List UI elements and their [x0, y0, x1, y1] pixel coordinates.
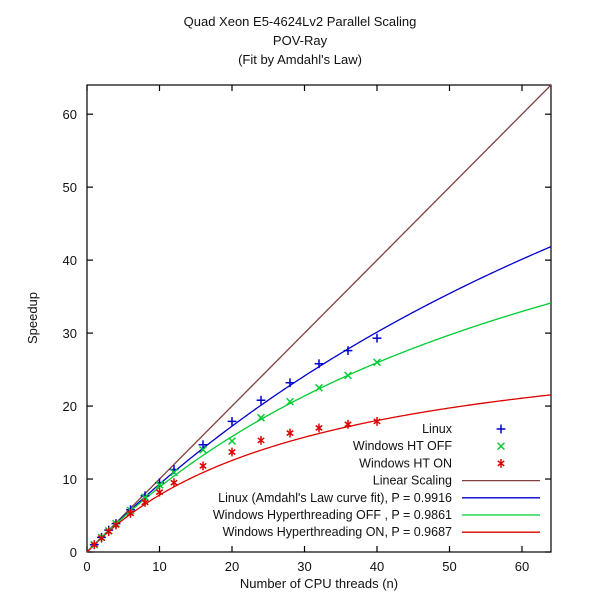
legend: Linux Windows HT OFF Windows HT ON Linear S… — [213, 422, 540, 539]
plus-marker — [198, 440, 208, 450]
asterisk-marker — [141, 497, 149, 507]
cross-marker — [373, 358, 381, 367]
y-tick-label: 20 — [63, 399, 77, 414]
cross-marker — [170, 468, 178, 477]
curve-line — [86, 394, 552, 553]
asterisk-marker — [497, 459, 505, 468]
asterisk-marker — [373, 416, 381, 426]
legend-label: Windows Hyperthreading OFF , P = 0.9861 — [213, 508, 452, 522]
axis-ticks: 0 10 20 30 40 50 60 0 10 20 30 40 50 60 — [63, 85, 551, 574]
y-tick-label: 60 — [63, 107, 77, 122]
asterisk-marker — [257, 435, 265, 445]
curve-line — [86, 84, 552, 553]
data-points — [89, 333, 382, 550]
x-tick-label: 20 — [225, 559, 239, 574]
y-tick-label: 30 — [63, 326, 77, 341]
legend-label: Windows HT ON — [359, 456, 452, 470]
cross-marker — [315, 383, 323, 392]
legend-label: Linear Scaling — [373, 474, 452, 488]
plus-marker — [372, 333, 382, 343]
title-line-2: POV-Ray — [272, 33, 328, 48]
asterisk-marker — [90, 540, 98, 550]
x-tick-label: 40 — [370, 559, 384, 574]
asterisk-marker — [112, 520, 120, 530]
asterisk-marker — [315, 423, 323, 433]
cross-marker — [199, 445, 207, 454]
x-tick-label: 0 — [83, 559, 90, 574]
asterisk-marker — [199, 461, 207, 471]
x-axis-label: Number of CPU threads (n) — [240, 576, 398, 591]
y-tick-label: 10 — [63, 472, 77, 487]
asterisk-marker — [170, 478, 178, 488]
cross-marker — [155, 480, 164, 489]
x-tick-label: 60 — [515, 559, 529, 574]
y-tick-label: 50 — [63, 180, 77, 195]
asterisk-marker — [97, 533, 106, 543]
x-tick-label: 50 — [442, 559, 456, 574]
asterisk-marker — [286, 428, 294, 438]
plus-marker — [496, 424, 506, 434]
cross-marker — [497, 442, 505, 451]
title-line-3: (Fit by Amdahl's Law) — [238, 52, 362, 67]
asterisk-marker — [228, 447, 236, 457]
y-tick-label: 0 — [70, 545, 77, 560]
asterisk-marker — [155, 487, 164, 497]
legend-label: Linux — [422, 422, 453, 436]
plot-frame — [86, 84, 552, 553]
legend-label: Linux (Amdahl's Law curve fit), P = 0.99… — [218, 491, 452, 505]
asterisk-marker — [105, 527, 113, 536]
legend-label: Windows HT OFF — [353, 439, 452, 453]
cross-marker — [228, 437, 236, 446]
y-tick-label: 40 — [63, 253, 77, 268]
title-line-1: Quad Xeon E5-4624Lv2 Parallel Scaling — [183, 14, 417, 29]
cross-marker — [141, 493, 149, 502]
plus-marker — [285, 378, 295, 388]
plus-marker — [314, 359, 324, 369]
cross-marker — [257, 413, 265, 422]
plus-marker — [343, 346, 353, 356]
curve-line — [86, 246, 552, 553]
cross-marker — [344, 371, 352, 380]
asterisk-marker — [126, 508, 135, 518]
cross-marker — [286, 397, 294, 406]
y-axis-label: Speedup — [25, 292, 40, 344]
x-tick-label: 30 — [297, 559, 311, 574]
plus-marker — [227, 416, 237, 426]
x-tick-label: 10 — [152, 559, 166, 574]
chart-title: Quad Xeon E5-4624Lv2 Parallel Scaling PO… — [0, 12, 600, 69]
asterisk-marker — [344, 419, 352, 429]
legend-label: Windows Hyperthreading ON, P = 0.9687 — [223, 525, 452, 539]
plus-marker — [256, 395, 266, 405]
